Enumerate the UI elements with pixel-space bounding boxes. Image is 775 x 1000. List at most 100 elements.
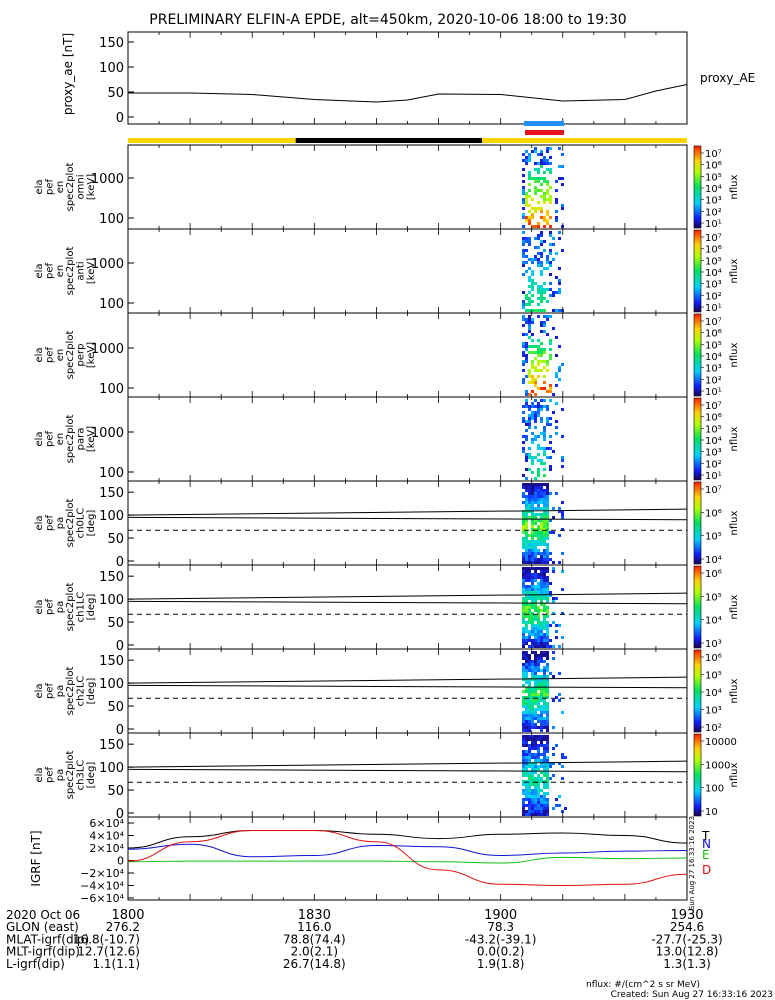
spec_anti-cell	[558, 282, 561, 285]
pa_ch0-cell	[552, 516, 555, 519]
pa_ch1-cell	[525, 606, 528, 609]
spec_perp-cell	[549, 354, 552, 357]
pa_ch3-cell	[543, 774, 546, 777]
pa_ch1-cell	[543, 594, 546, 597]
pa_ch1-cell	[540, 603, 543, 606]
spec_para-cell	[522, 411, 525, 414]
pa_ch1-cell	[531, 597, 534, 600]
figure-title: PRELIMINARY ELFIN-A EPDE, alt=450km, 202…	[149, 12, 626, 28]
pa_ch0-cell	[546, 489, 549, 492]
spec_omni-cell	[540, 195, 543, 198]
pa_ch1-cell	[543, 570, 546, 573]
pa_ch0-cell	[534, 534, 537, 537]
pa_ch3-cell	[543, 792, 546, 795]
pa_ch0-cell	[534, 516, 537, 519]
pa_ch2-cell	[546, 657, 549, 660]
pa_ch0-cell	[537, 552, 540, 555]
spec_omni-cell	[525, 192, 528, 195]
spec_omni-ylabel-line: en	[55, 181, 66, 194]
spec_anti-cell	[537, 285, 540, 288]
spec_anti-cell	[558, 231, 561, 234]
pa_ch2-cell	[522, 702, 525, 705]
pa_ch3-cell	[537, 807, 540, 810]
pa_ch1-cell	[534, 573, 537, 576]
spec_para-cell	[531, 414, 534, 417]
pa_ch3-cell	[534, 807, 537, 810]
pa_ch1-cell	[540, 639, 543, 642]
pa_ch0-cell	[546, 552, 549, 555]
spec_anti-cell	[531, 300, 534, 303]
pa_ch0-cell	[531, 486, 534, 489]
pa_ch3-cell	[531, 762, 534, 765]
pa_ch3-cell	[531, 798, 534, 801]
pa_ch0-cell	[543, 498, 546, 501]
pa_ch0-cell	[546, 495, 549, 498]
spec_omni-cell	[528, 174, 531, 177]
pa_ch1-cell	[561, 612, 564, 615]
pa_ch0-cell	[540, 552, 543, 555]
pa_ch3-cell	[531, 774, 534, 777]
spec_para-cell	[540, 399, 543, 402]
pa_ch1-cell	[522, 573, 525, 576]
proxy-ae-line	[128, 84, 688, 103]
pa_ch2-cell	[540, 681, 543, 684]
pa_ch2-cell	[522, 669, 525, 672]
spec_omni-cell	[543, 201, 546, 204]
pa_ch1-cell	[522, 642, 525, 645]
pa_ch1-cell	[522, 567, 525, 570]
spec_anti-cell	[537, 291, 540, 294]
pa_ch1-cell	[537, 612, 540, 615]
pa_ch1-cell	[543, 591, 546, 594]
pa_ch1-cell	[525, 597, 528, 600]
pa_ch1-cell	[525, 573, 528, 576]
spec_para-cell	[528, 408, 531, 411]
spec_para-cell	[525, 402, 528, 405]
pa_ch0-cell	[534, 543, 537, 546]
pa_ch3-cell	[534, 780, 537, 783]
pa_ch0-cell	[525, 489, 528, 492]
spec_perp-cell	[543, 381, 546, 384]
pa_ch1-cell	[534, 606, 537, 609]
pa_ch0-cell	[543, 531, 546, 534]
pa_ch3-cell	[525, 774, 528, 777]
pa_ch1-cell	[522, 621, 525, 624]
pa_ch1-cell	[531, 573, 534, 576]
pa_ch1-cell	[534, 588, 537, 591]
pa_ch3-cell	[531, 735, 534, 738]
pa_ch0-cell	[531, 525, 534, 528]
pa_ch3-cell	[522, 807, 525, 810]
pa_ch3-cell	[528, 792, 531, 795]
pa_ch3-cell	[540, 801, 543, 804]
pa_ch1-cell	[525, 600, 528, 603]
spec_para-cell	[525, 429, 528, 432]
spec_para-cell	[555, 426, 558, 429]
pa_ch1-cell	[525, 636, 528, 639]
spec_omni-cell	[561, 183, 564, 186]
spec_para-cell	[525, 423, 528, 426]
pa_ch3-cell	[534, 810, 537, 813]
pa_ch3-cell	[540, 744, 543, 747]
proxy-ae-ylabel: proxy_ae [nT]	[61, 33, 75, 115]
pa_ch0-cell	[537, 489, 540, 492]
spec_anti-colorbar	[693, 229, 702, 313]
pa_ch1-cell	[525, 639, 528, 642]
spec_omni-cell	[543, 171, 546, 174]
spec_omni-cell	[525, 216, 528, 219]
spec_anti-cell	[543, 297, 546, 300]
pa_ch1-cell	[531, 630, 534, 633]
spec_omni-cell	[540, 159, 543, 162]
pa_ch0-cell	[525, 537, 528, 540]
pa_ch0-cell	[525, 507, 528, 510]
pa_ch2-cell	[525, 687, 528, 690]
pa_ch0-cell	[540, 558, 543, 561]
spec_omni-cell	[540, 216, 543, 219]
pa_ch1-cell	[540, 600, 543, 603]
spec_omni-cell	[525, 198, 528, 201]
pa_ch0-cell	[522, 519, 525, 522]
pa_ch0-cell	[525, 498, 528, 501]
footer-row-value: 26.7(14.8)	[283, 957, 346, 971]
pa_ch3-cell	[534, 744, 537, 747]
igrf-legend-d: D	[702, 863, 711, 877]
pa_ch1-cell	[528, 594, 531, 597]
spec_anti-cell	[525, 261, 528, 264]
